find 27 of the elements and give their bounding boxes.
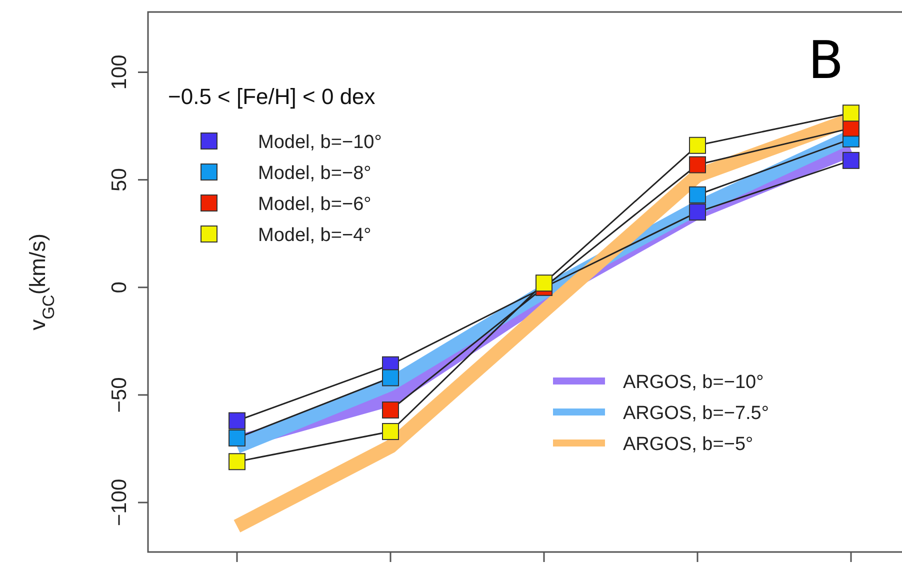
point xyxy=(382,369,399,386)
y-tick-label: −100 xyxy=(108,478,131,526)
point xyxy=(382,423,399,440)
y-tick-label: 50 xyxy=(108,168,131,192)
point xyxy=(689,186,706,204)
annotation: −0.5 < [Fe/H] < 0 dex xyxy=(168,84,376,109)
point xyxy=(842,104,860,122)
point xyxy=(536,274,552,292)
legend-label: Model, b=−10° xyxy=(258,132,382,153)
point xyxy=(228,429,246,446)
point xyxy=(842,152,860,169)
point xyxy=(228,412,246,430)
y-tick-label: 100 xyxy=(108,54,131,90)
y-tick-label: −50 xyxy=(108,377,131,413)
legend-label: Model, b=−6° xyxy=(258,194,372,215)
legend-label: Model, b=−8° xyxy=(258,163,372,184)
legend-label: Model, b=−4° xyxy=(258,225,372,246)
annotation: B xyxy=(808,31,844,91)
y-tick-label: 0 xyxy=(108,282,131,294)
legend-label: ARGOS, b=−7.5° xyxy=(623,403,769,424)
point xyxy=(689,156,706,174)
point xyxy=(382,402,399,419)
point xyxy=(228,453,246,470)
legend-label: ARGOS, b=−10° xyxy=(623,372,764,393)
point xyxy=(689,204,706,221)
point xyxy=(689,136,706,154)
legend-label: ARGOS, b=−5° xyxy=(623,434,754,455)
